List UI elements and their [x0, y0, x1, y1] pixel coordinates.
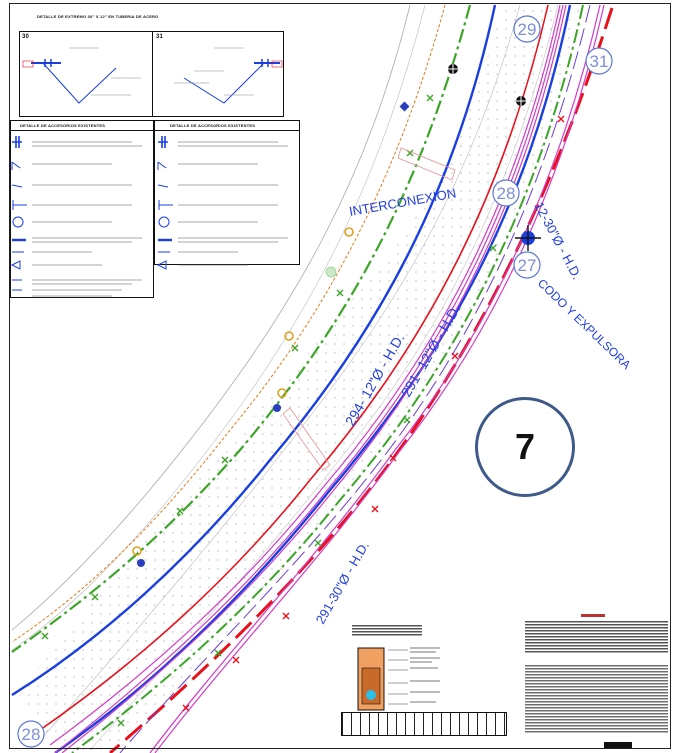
general-notes: [525, 621, 668, 653]
node-29: 29: [518, 20, 537, 39]
north-arrow: [604, 742, 632, 749]
panel-right-sketch: [174, 47, 283, 104]
accessories-legend-right: [154, 120, 300, 265]
green-x-marks: [41, 94, 497, 727]
magenta-line: [54, 4, 564, 753]
sheet-number-circle: 7: [475, 397, 575, 497]
node-27: 27: [518, 256, 537, 275]
magenta-line: [61, 4, 567, 753]
blue-line-outer: [11, 4, 497, 697]
boundary-line: [11, 4, 426, 651]
node-28-top: 28: [497, 184, 516, 203]
valve-12-30: [515, 225, 541, 251]
boundary-line: [11, 4, 411, 631]
panel-right-number: 31: [156, 34, 164, 40]
red-x-marks: [182, 115, 565, 712]
red-line-inner: [39, 4, 549, 731]
sheet-border: [9, 3, 671, 749]
legend-header-rule: [10, 130, 300, 131]
legend-symbols: [10, 136, 288, 297]
node-28-bottom: 28: [22, 725, 41, 744]
panel-left-sketch: [22, 47, 141, 104]
magenta-line: [49, 4, 561, 746]
general-notes-title: [581, 614, 605, 617]
sheet-number: 7: [514, 426, 536, 467]
magenta-line: [154, 4, 605, 753]
specification-notes: [525, 665, 668, 733]
section-detail-title: [352, 625, 422, 637]
boundary-line: [39, 4, 521, 741]
trench-section-detail: [357, 647, 440, 711]
panel-left-number: 30: [22, 34, 30, 40]
node-labels: 29 31 28 27 28: [22, 20, 609, 744]
quantities-table: [341, 712, 507, 736]
panel-divider: [152, 32, 153, 116]
legend-title-left: DETALLE DE ACCESORIOS EXISTENTES: [20, 123, 106, 128]
green-line-outer: [11, 4, 472, 653]
legend-title-right: DETALLE DE ACCESORIOS EXISTENTES: [170, 123, 256, 128]
purple-water-line: [119, 4, 591, 753]
crossing-zone: [397, 147, 456, 181]
valve-symbols: [132, 64, 526, 567]
road-band: [20, 5, 580, 753]
accessories-legend: [10, 120, 154, 298]
crossing-zone: [282, 407, 331, 471]
node-31: 31: [590, 52, 609, 71]
red-dashed-line: [109, 7, 614, 753]
top-detail-legend: DETALLE DE EXTREMO 30" X 12" EN TUBERIA …: [13, 8, 285, 118]
magenta-line: [149, 4, 601, 753]
node-bubbles: [17, 15, 613, 748]
green-line-inner: [71, 4, 584, 753]
blue-line-mid: [54, 4, 572, 753]
top-detail-title: DETALLE DE EXTREMO 30" X 12" EN TUBERIA …: [37, 14, 159, 19]
boundary-line: [89, 4, 559, 751]
top-detail-panels: 30 31: [19, 31, 284, 117]
